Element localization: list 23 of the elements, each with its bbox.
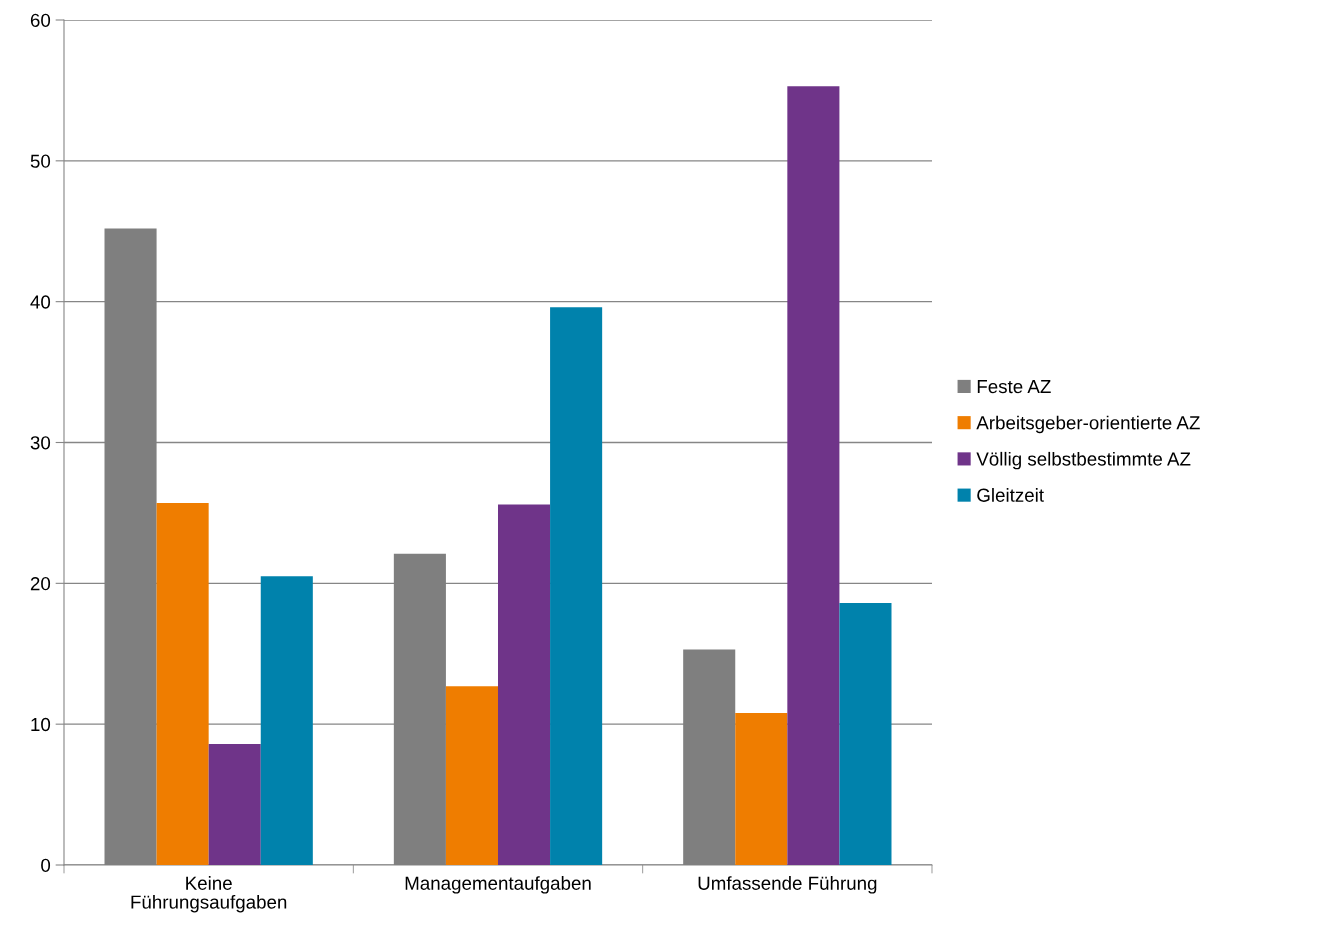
y-tick-label: 10 xyxy=(31,717,51,732)
bar xyxy=(839,603,892,865)
y-tick-label: 40 xyxy=(30,295,51,309)
y-tick-label: 30 xyxy=(30,436,51,450)
legend-label: Arbeitsgeber-orientierte AZ xyxy=(976,415,1200,434)
y-tick-label: 60 xyxy=(30,13,51,27)
x-tick-label: Umfassende Führung xyxy=(698,876,877,894)
y-tick-label: 20 xyxy=(30,577,51,591)
bar xyxy=(550,307,603,865)
bar xyxy=(260,576,313,865)
x-tick-label: Keine Führungsaufgaben xyxy=(131,876,287,913)
y-tick-label: 50 xyxy=(30,154,51,168)
x-tick-label: Managementaufgaben xyxy=(405,876,591,894)
bar xyxy=(156,503,209,865)
bar xyxy=(445,686,498,865)
bar xyxy=(498,504,551,865)
bar xyxy=(787,86,840,865)
bar xyxy=(208,743,261,865)
legend-label: Gleitzeit xyxy=(977,488,1044,502)
bar xyxy=(735,712,788,865)
legend-label: Völlig selbstbestimmte AZ xyxy=(976,451,1191,470)
y-tick-label: 0 xyxy=(41,858,51,872)
legend-label: Feste AZ xyxy=(977,380,1051,394)
